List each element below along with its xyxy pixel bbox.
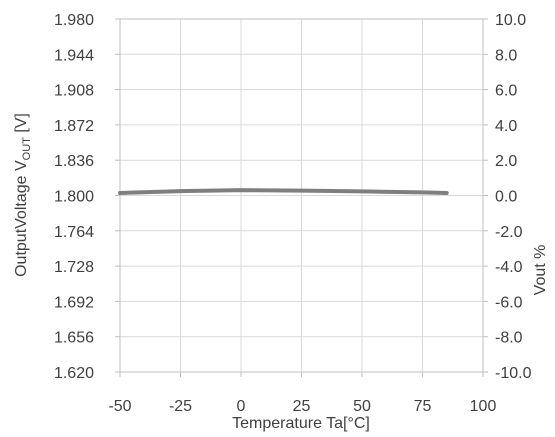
grid-lines	[120, 19, 483, 372]
y-tick-label: 1.980	[54, 12, 94, 29]
y-axis-title: OutputVoltage VOUT [V]	[13, 113, 33, 277]
x-tick-label: 75	[414, 398, 432, 415]
x-tick-label: 100	[470, 398, 497, 415]
y2-tick-label: -4.0	[495, 259, 523, 276]
y-tick-label: 1.836	[54, 153, 94, 170]
y2-tick-label: 8.0	[495, 47, 517, 64]
y2-tick-label: -8.0	[495, 330, 523, 347]
y-tick-label: 1.944	[54, 47, 94, 64]
series-line	[118, 188, 449, 195]
y-tick-label: 1.872	[54, 118, 94, 135]
y-axis-title-subscript: OUT	[21, 137, 33, 161]
y-axis-title-main: OutputVoltage V	[13, 160, 30, 277]
y-tick-label: 1.728	[54, 259, 94, 276]
series-group	[118, 188, 449, 195]
y-tick-label: 1.620	[54, 365, 94, 382]
y2-tick-label: -10.0	[495, 365, 532, 382]
y-tick-label: 1.764	[54, 224, 94, 241]
y2-tick-label: 2.0	[495, 153, 517, 170]
x-axis-title: Temperature Ta[°C]	[232, 415, 370, 432]
y-tick-label: 1.656	[54, 330, 94, 347]
y-axis-title-unit: [V]	[13, 113, 30, 137]
x-tick-label: -50	[108, 398, 131, 415]
x-tick-label: 0	[237, 398, 246, 415]
y-tick-label: 1.908	[54, 83, 94, 100]
y2-tick-label: -6.0	[495, 294, 523, 311]
y-tick-label: 1.800	[54, 189, 94, 206]
y2-tick-label: 0.0	[495, 189, 517, 206]
y2-axis-title: Vout %	[532, 245, 549, 296]
x-tick-label: 25	[293, 398, 311, 415]
y2-tick-label: 4.0	[495, 118, 517, 135]
y2-tick-label: 10.0	[495, 12, 526, 29]
y2-tick-label: 6.0	[495, 83, 517, 100]
axes	[115, 18, 488, 377]
y-tick-label: 1.692	[54, 294, 94, 311]
tick-labels: -50 -25 0 25 50 75 100 1.980 10.0 1.944 8.0 1.908 6.…	[54, 12, 532, 415]
x-tick-label: -25	[169, 398, 192, 415]
y2-tick-label: -2.0	[495, 224, 523, 241]
x-tick-label: 50	[353, 398, 371, 415]
